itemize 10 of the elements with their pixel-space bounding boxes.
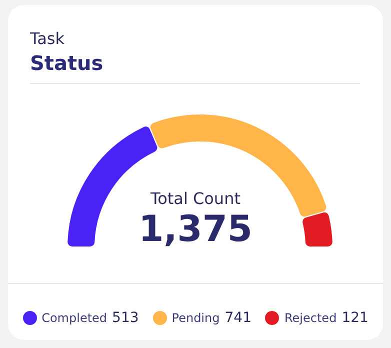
chart-subtitle: Status bbox=[30, 51, 104, 75]
legend-label: Completed bbox=[42, 311, 108, 325]
data-label: 513 bbox=[112, 310, 139, 326]
text: 1,375 bbox=[138, 209, 254, 250]
text: Total Count bbox=[150, 189, 242, 208]
data-label: 121 bbox=[342, 310, 368, 326]
chart-title: Task bbox=[30, 29, 65, 48]
data-label: 741 bbox=[224, 310, 252, 326]
legend-label: Rejected bbox=[284, 311, 337, 325]
legend-label: Pending bbox=[172, 311, 220, 325]
